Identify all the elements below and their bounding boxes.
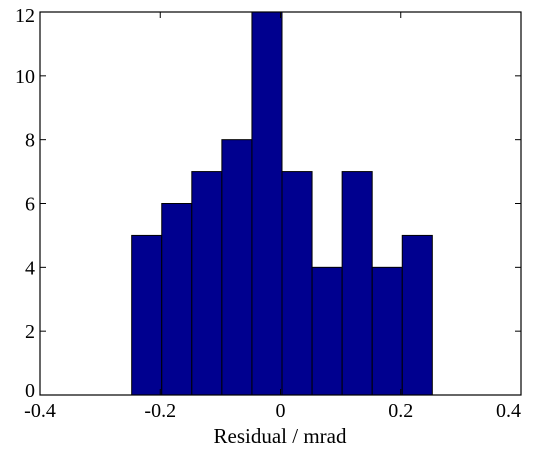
histogram-bar — [311, 266, 343, 396]
x-tick-label: 0 — [276, 400, 286, 422]
y-tick-label: 12 — [15, 5, 35, 27]
histogram-bar — [131, 234, 163, 396]
y-tick-label: 6 — [25, 194, 35, 216]
x-tick-label: 0.2 — [388, 400, 413, 422]
y-tick-label: 8 — [25, 130, 35, 152]
histogram-bar — [161, 203, 193, 396]
histogram-bar — [191, 171, 223, 396]
y-tick-label: 0 — [25, 380, 35, 402]
histogram-bar — [251, 11, 283, 396]
x-axis-label: Residual / mrad — [214, 424, 347, 448]
bars-group — [131, 11, 433, 396]
y-tick-label: 4 — [25, 257, 35, 279]
y-tick-label: 10 — [15, 66, 35, 88]
histogram-bar — [371, 266, 403, 396]
histogram-bar — [401, 234, 433, 396]
x-ticks-group: -0.4 -0.2 0 0.2 0.4 — [24, 12, 522, 422]
y-tick-label: 2 — [25, 321, 35, 343]
x-tick-label: 0.4 — [496, 400, 521, 422]
x-tick-label: -0.2 — [144, 400, 176, 422]
x-tick-label: -0.4 — [24, 400, 56, 422]
histogram-bar — [281, 171, 313, 396]
histogram-bar — [341, 171, 373, 396]
y-ticks-group: 0 2 4 6 8 10 12 — [15, 5, 521, 402]
histogram-bar — [221, 139, 253, 396]
